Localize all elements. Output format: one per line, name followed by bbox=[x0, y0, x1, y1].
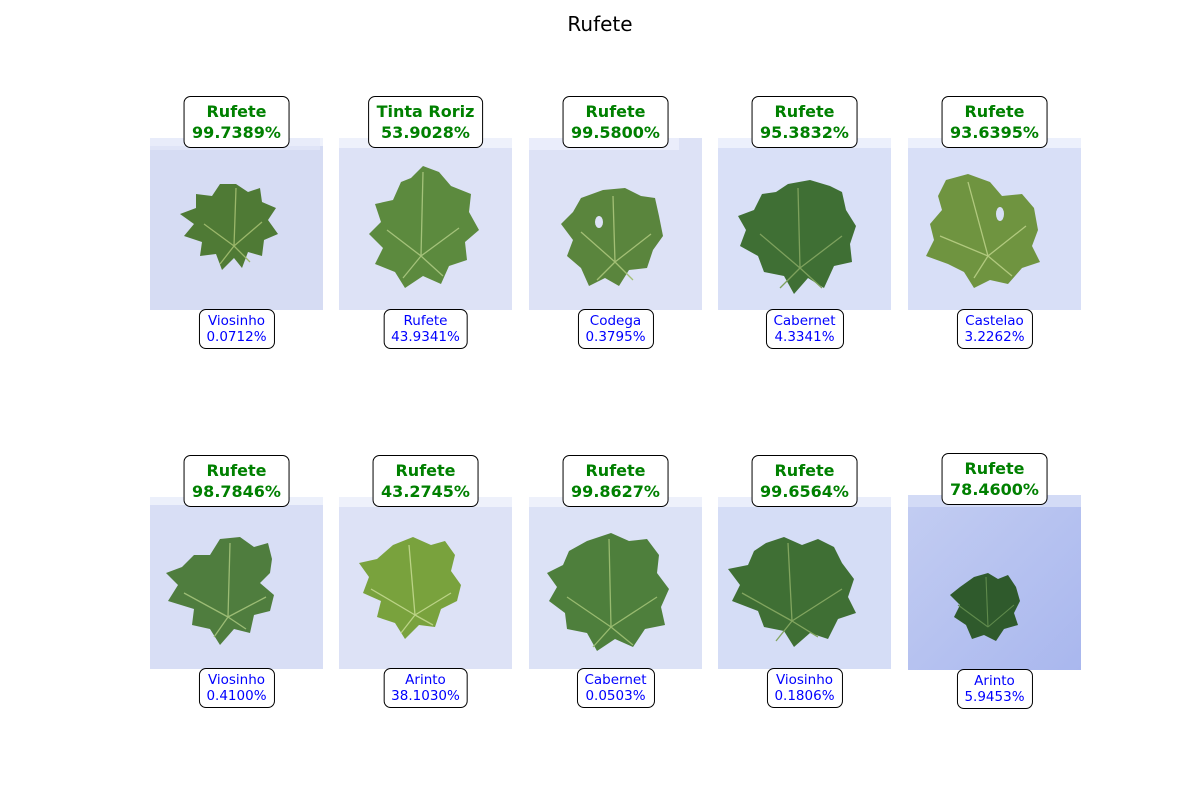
second-confidence: 0.1806% bbox=[774, 688, 835, 704]
top-confidence: 95.3832% bbox=[760, 123, 849, 142]
second-class-label: Codega bbox=[589, 313, 642, 329]
second-prediction-box: Viosinho 0.1806% bbox=[766, 668, 843, 708]
second-prediction-box: Arinto 5.9453% bbox=[956, 669, 1033, 709]
leaf-image bbox=[529, 138, 702, 310]
second-class-label: Arinto bbox=[974, 673, 1015, 689]
top-confidence: 93.6395% bbox=[950, 123, 1039, 142]
second-confidence: 5.9453% bbox=[964, 689, 1025, 705]
leaf-icon bbox=[950, 573, 1020, 641]
leaf-icon bbox=[359, 537, 461, 639]
second-confidence: 4.3341% bbox=[774, 329, 835, 345]
leaf-image bbox=[529, 497, 702, 669]
top-prediction-box: Rufete 99.5800% bbox=[562, 96, 669, 148]
leaf-image bbox=[150, 497, 323, 669]
second-prediction-box: Viosinho 0.4100% bbox=[198, 668, 275, 708]
leaf-icon bbox=[547, 533, 669, 651]
leaf-image bbox=[718, 138, 891, 310]
top-class-label: Tinta Roriz bbox=[376, 102, 475, 121]
top-confidence: 98.7846% bbox=[192, 482, 281, 501]
top-class-label: Rufete bbox=[206, 102, 267, 121]
panel-4: Rufete 95.3832% Cabernet 4.3341% bbox=[718, 96, 891, 376]
panel-9: Rufete 99.6564% Viosinho 0.1806% bbox=[718, 455, 891, 735]
top-confidence: 99.6564% bbox=[760, 482, 849, 501]
leaf-image bbox=[150, 138, 323, 310]
leaf-image bbox=[908, 495, 1081, 670]
top-class-label: Rufete bbox=[964, 459, 1025, 478]
top-class-label: Rufete bbox=[585, 461, 646, 480]
panel-6: Rufete 98.7846% Viosinho 0.4100% bbox=[150, 455, 323, 735]
top-class-label: Rufete bbox=[774, 461, 835, 480]
second-confidence: 0.3795% bbox=[585, 329, 646, 345]
top-prediction-box: Rufete 99.7389% bbox=[183, 96, 290, 148]
top-confidence: 99.7389% bbox=[192, 123, 281, 142]
leaf-icon bbox=[926, 174, 1040, 288]
second-prediction-box: Castelao 3.2262% bbox=[956, 309, 1033, 349]
leaf-image bbox=[908, 138, 1081, 310]
second-class-label: Viosinho bbox=[207, 672, 266, 688]
second-confidence: 0.0503% bbox=[585, 688, 646, 704]
panel-5: Rufete 93.6395% Castelao 3.2262% bbox=[908, 96, 1081, 376]
top-confidence: 53.9028% bbox=[381, 123, 470, 142]
second-confidence: 38.1030% bbox=[391, 688, 460, 704]
panel-2: Tinta Roriz 53.9028% Rufete 43.9341% bbox=[339, 96, 512, 376]
top-prediction-box: Rufete 98.7846% bbox=[183, 455, 290, 507]
second-confidence: 0.4100% bbox=[206, 688, 267, 704]
top-class-label: Rufete bbox=[206, 461, 267, 480]
second-class-label: Viosinho bbox=[775, 672, 834, 688]
top-confidence: 99.8627% bbox=[571, 482, 660, 501]
panel-3: Rufete 99.5800% Codega 0.3795% bbox=[529, 96, 702, 376]
leaf-icon bbox=[369, 166, 479, 288]
top-prediction-box: Rufete 99.8627% bbox=[562, 455, 669, 507]
top-prediction-box: Rufete 95.3832% bbox=[751, 96, 858, 148]
leaf-image bbox=[718, 497, 891, 669]
top-class-label: Rufete bbox=[585, 102, 646, 121]
top-prediction-box: Rufete 93.6395% bbox=[941, 96, 1048, 148]
top-prediction-box: Rufete 43.2745% bbox=[372, 455, 479, 507]
second-class-label: Cabernet bbox=[584, 672, 647, 688]
leaf-icon bbox=[728, 537, 856, 647]
figure-title: Rufete bbox=[567, 12, 633, 36]
leaf-image bbox=[339, 138, 512, 310]
second-class-label: Castelao bbox=[965, 313, 1024, 329]
top-confidence: 99.5800% bbox=[571, 123, 660, 142]
second-prediction-box: Arinto 38.1030% bbox=[383, 668, 468, 708]
top-confidence: 43.2745% bbox=[381, 482, 470, 501]
leaf-icon bbox=[738, 180, 856, 294]
panel-1: Rufete 99.7389% Viosinho 0.0712% bbox=[150, 96, 323, 376]
top-class-label: Rufete bbox=[964, 102, 1025, 121]
top-prediction-box: Rufete 99.6564% bbox=[751, 455, 858, 507]
second-confidence: 0.0712% bbox=[206, 329, 267, 345]
second-confidence: 43.9341% bbox=[391, 329, 460, 345]
panel-10: Rufete 78.4600% Arinto 5.9453% bbox=[908, 453, 1081, 733]
panel-7: Rufete 43.2745% Arinto 38.1030% bbox=[339, 455, 512, 735]
top-prediction-box: Rufete 78.4600% bbox=[941, 453, 1048, 505]
leaf-icon bbox=[180, 184, 278, 270]
second-prediction-box: Rufete 43.9341% bbox=[383, 309, 468, 349]
leaf-image bbox=[339, 497, 512, 669]
panel-8: Rufete 99.8627% Cabernet 0.0503% bbox=[529, 455, 702, 735]
second-prediction-box: Codega 0.3795% bbox=[577, 309, 654, 349]
second-prediction-box: Cabernet 4.3341% bbox=[765, 309, 844, 349]
top-class-label: Rufete bbox=[395, 461, 456, 480]
second-class-label: Arinto bbox=[405, 672, 446, 688]
top-prediction-box: Tinta Roriz 53.9028% bbox=[367, 96, 484, 148]
top-class-label: Rufete bbox=[774, 102, 835, 121]
leaf-icon bbox=[561, 188, 663, 286]
leaf-icon bbox=[166, 537, 274, 645]
second-prediction-box: Cabernet 0.0503% bbox=[576, 668, 655, 708]
second-class-label: Viosinho bbox=[207, 313, 266, 329]
second-confidence: 3.2262% bbox=[964, 329, 1025, 345]
top-confidence: 78.4600% bbox=[950, 480, 1039, 499]
second-class-label: Rufete bbox=[403, 313, 448, 329]
second-class-label: Cabernet bbox=[773, 313, 836, 329]
second-prediction-box: Viosinho 0.0712% bbox=[198, 309, 275, 349]
